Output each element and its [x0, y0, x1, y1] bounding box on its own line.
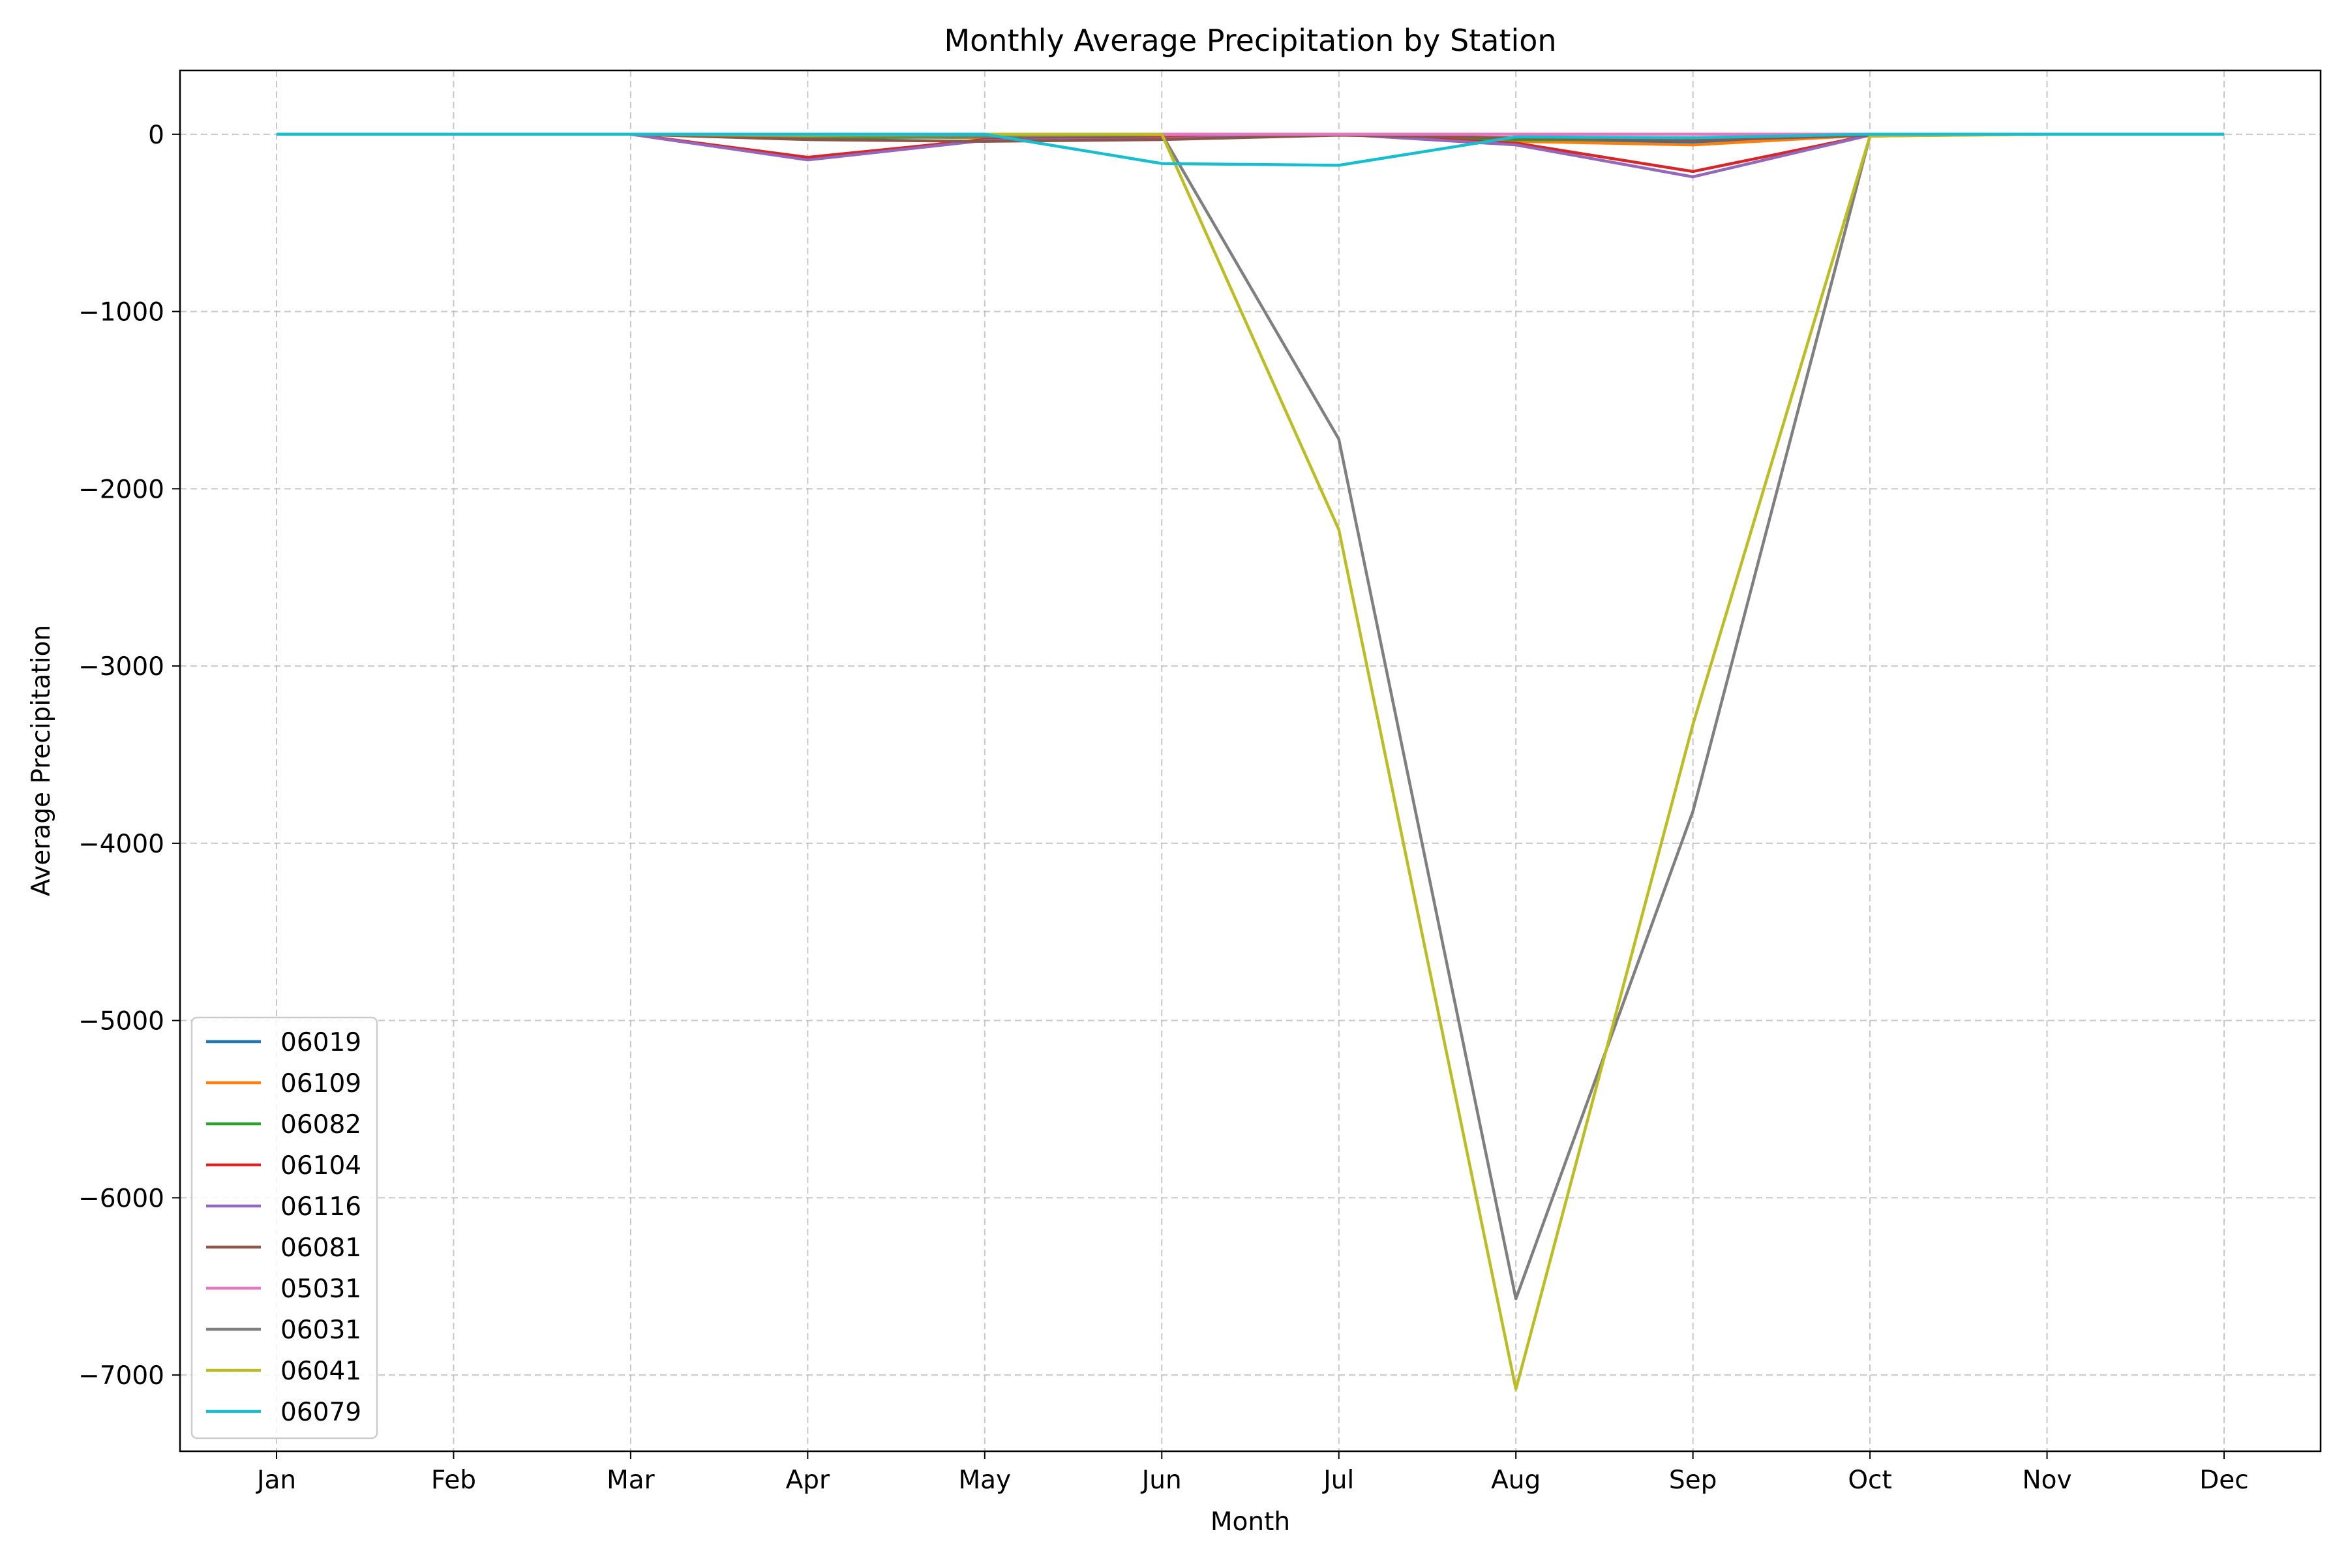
y-axis-ticks: 0 −1000 −2000 −3000 −4000 −5000 −6000 −7000: [78, 121, 180, 1391]
x-tick-label: Feb: [431, 1466, 476, 1495]
y-tick-label: −3000: [78, 652, 164, 682]
x-tick-label: Oct: [1848, 1466, 1891, 1495]
legend: 06019 06109 06082 06104 06116 06081 05031 06031…: [190, 1016, 378, 1440]
series-line-06041: [277, 132, 2224, 1391]
legend-label-06041: 06041: [280, 1357, 361, 1386]
legend-label-06081: 06081: [280, 1233, 361, 1263]
legend-label-06116: 06116: [280, 1192, 361, 1222]
y-tick-label: −7000: [78, 1361, 164, 1391]
y-tick-label: 0: [148, 121, 164, 150]
x-tick-label: Jul: [1321, 1466, 1354, 1495]
x-axis-ticks: Jan Feb Mar Apr May Jun Jul Aug Sep Oct Nov Dec: [255, 1451, 2249, 1495]
x-tick-label: Aug: [1491, 1466, 1541, 1495]
x-tick-label: Apr: [786, 1466, 830, 1495]
x-axis-label: Month: [1211, 1507, 1290, 1537]
series-line-06079: [277, 132, 2224, 167]
series-line-06031: [277, 132, 2224, 1301]
y-tick-label: −2000: [78, 475, 164, 504]
x-tick-label: Jun: [1140, 1466, 1182, 1495]
y-tick-label: −4000: [78, 830, 164, 859]
y-axis-label: Average Precipitation: [27, 625, 56, 896]
legend-label-05031: 05031: [280, 1274, 361, 1304]
legend-label-06082: 06082: [280, 1110, 361, 1139]
x-tick-label: Mar: [607, 1466, 655, 1495]
x-tick-label: Jan: [255, 1466, 296, 1495]
series-lines: [277, 132, 2224, 1391]
plot-frame: [179, 69, 2322, 1453]
series-line-06116: [277, 132, 2224, 179]
legend-label-06109: 06109: [280, 1069, 361, 1098]
y-tick-label: −5000: [78, 1007, 164, 1036]
grid: [180, 70, 2321, 1451]
legend-label-06079: 06079: [280, 1398, 361, 1427]
y-tick-label: −6000: [78, 1184, 164, 1213]
chart-title: Monthly Average Precipitation by Station: [944, 23, 1556, 58]
legend-label-06019: 06019: [280, 1028, 361, 1057]
legend-label-06104: 06104: [280, 1151, 361, 1181]
x-tick-label: May: [958, 1466, 1011, 1495]
x-tick-label: Nov: [2022, 1466, 2071, 1495]
legend-label-06031: 06031: [280, 1316, 361, 1345]
x-tick-label: Sep: [1669, 1466, 1717, 1495]
x-tick-label: Dec: [2199, 1466, 2248, 1495]
y-tick-label: −1000: [78, 298, 164, 327]
series-line-06104: [277, 132, 2224, 173]
